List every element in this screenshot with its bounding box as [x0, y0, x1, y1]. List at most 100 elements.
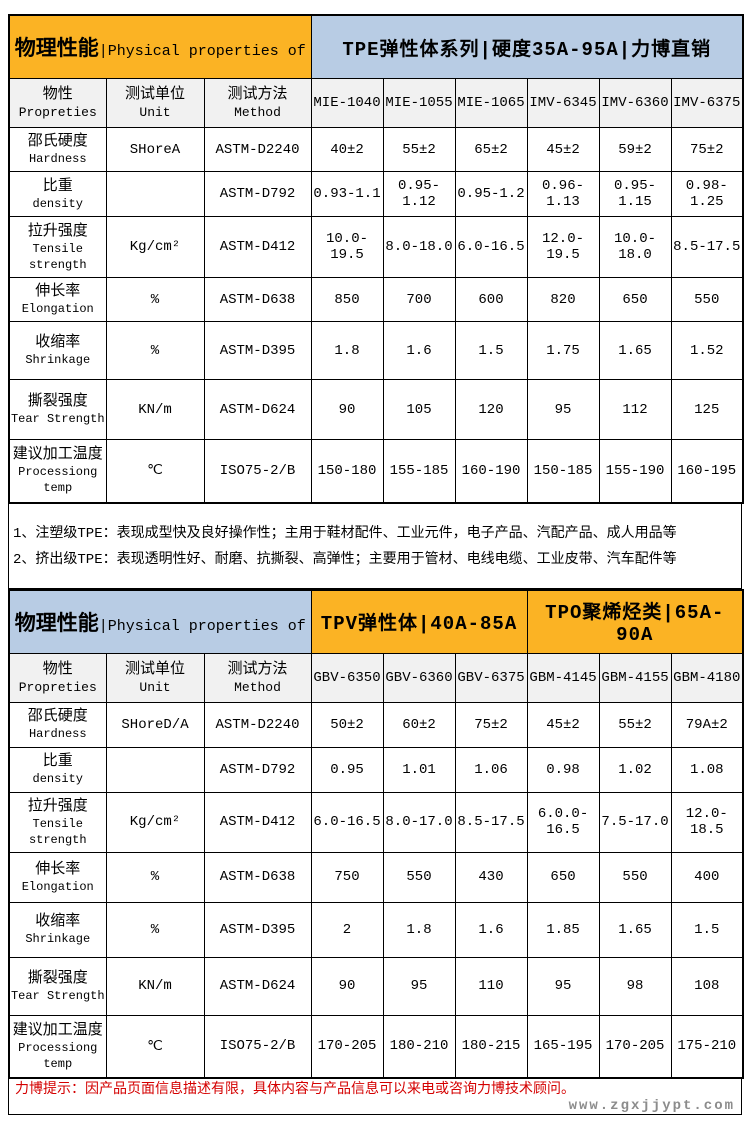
method-cell: ASTM-D395	[203, 321, 312, 380]
property-label: 伸长率 Elongation	[8, 277, 107, 322]
value-cell: 160-190	[454, 439, 528, 503]
method-cell: ASTM-D2240	[203, 701, 312, 748]
value-cell: 59±2	[598, 127, 672, 172]
method-cell: ASTM-D624	[203, 956, 312, 1016]
product-column-header: IMV-6345	[526, 78, 600, 128]
value-cell: 550	[670, 277, 744, 322]
value-cell: 45±2	[526, 127, 600, 172]
table2-title: 物理性能|Physical properties of	[8, 589, 312, 654]
value-cell: 0.98	[526, 746, 600, 793]
table2-tpv-title: TPV弹性体|40A-85A	[310, 589, 528, 654]
property-label: 邵氏硬度 Hardness	[8, 127, 107, 172]
value-cell: 160-195	[670, 439, 744, 503]
value-cell: 150-180	[310, 439, 384, 503]
method-cell: ASTM-D638	[203, 851, 312, 903]
value-cell: 165-195	[526, 1014, 600, 1079]
unit-cell: ℃	[105, 439, 205, 503]
value-cell: 50±2	[310, 701, 384, 748]
value-cell: 155-185	[382, 439, 456, 503]
unit-cell: KN/m	[105, 956, 205, 1016]
unit-cell: ℃	[105, 1014, 205, 1079]
col-header-unit: 测试单位 Unit	[105, 78, 205, 128]
value-cell: 1.5	[670, 901, 744, 958]
value-cell: 430	[454, 851, 528, 903]
value-cell: 1.65	[598, 901, 672, 958]
product-column-header: MIE-1055	[382, 78, 456, 128]
note-line-injection: 1、注塑级TPE：表现成型快及良好操作性；主用于鞋材配件、工业元件，电子产品、汽…	[13, 525, 677, 542]
product-column-header: IMV-6360	[598, 78, 672, 128]
value-cell: 7.5-17.0	[598, 791, 672, 853]
value-cell: 550	[382, 851, 456, 903]
method-cell: ASTM-D624	[203, 379, 312, 440]
tpe-properties-table: 物理性能|Physical properties of TPE弹性体系列|硬度3…	[8, 14, 745, 504]
title-en: |Physical properties of	[98, 617, 306, 635]
tpv-tpo-properties-table: 物理性能|Physical properties of TPV弹性体|40A-8…	[8, 588, 745, 1079]
value-cell: 10.0-18.0	[598, 216, 672, 278]
product-column-header: GBV-6360	[382, 652, 456, 703]
value-cell: 1.6	[382, 321, 456, 380]
product-column-header: MIE-1040	[310, 78, 384, 128]
unit-cell: SHoreD/A	[105, 701, 205, 748]
value-cell: 0.93-1.1	[310, 171, 384, 217]
property-label: 拉升强度 Tensile strength	[8, 216, 107, 278]
value-cell: 0.96-1.13	[526, 171, 600, 217]
value-cell: 65±2	[454, 127, 528, 172]
value-cell: 75±2	[454, 701, 528, 748]
value-cell: 55±2	[598, 701, 672, 748]
value-cell: 2	[310, 901, 384, 958]
value-cell: 150-185	[526, 439, 600, 503]
value-cell: 110	[454, 956, 528, 1016]
table1-title: 物理性能|Physical properties of	[8, 14, 312, 79]
value-cell: 79A±2	[670, 701, 744, 748]
value-cell: 12.0-18.5	[670, 791, 744, 853]
value-cell: 0.95-1.12	[382, 171, 456, 217]
value-cell: 1.8	[310, 321, 384, 380]
value-cell: 1.75	[526, 321, 600, 380]
table-row-processing-temp: 建议加工温度 Processiong temp ℃ ISO75-2/B 170-2…	[8, 1014, 744, 1079]
product-column-header: MIE-1065	[454, 78, 528, 128]
table2-column-header-row: 物性 Propreties 测试单位 Unit 测试方法 Method GBV-635…	[8, 652, 744, 703]
value-cell: 60±2	[382, 701, 456, 748]
value-cell: 0.95	[310, 746, 384, 793]
property-label: 比重 density	[8, 171, 107, 217]
property-label: 建议加工温度 Processiong temp	[8, 439, 107, 503]
method-cell: ISO75-2/B	[203, 439, 312, 503]
value-cell: 650	[526, 851, 600, 903]
table-row-hardness: 邵氏硬度 Hardness SHoreD/A ASTM-D2240 50±2 60…	[8, 701, 744, 748]
product-column-header: IMV-6375	[670, 78, 744, 128]
value-cell: 180-210	[382, 1014, 456, 1079]
method-cell: ISO75-2/B	[203, 1014, 312, 1079]
value-cell: 90	[310, 379, 384, 440]
table-row-tensile: 拉升强度 Tensile strength Kg/cm² ASTM-D412 6.…	[8, 791, 744, 853]
value-cell: 10.0-19.5	[310, 216, 384, 278]
property-label: 撕裂强度 Tear Strength	[8, 956, 107, 1016]
col-header-unit: 测试单位 Unit	[105, 652, 205, 703]
table-row-density: 比重 density ASTM-D792 0.93-1.1 0.95-1.12 0…	[8, 171, 744, 217]
value-cell: 95	[526, 379, 600, 440]
table-row-shrinkage: 收缩率 Shrinkage % ASTM-D395 1.8 1.6 1.5 1.7…	[8, 321, 744, 380]
property-label: 拉升强度 Tensile strength	[8, 791, 107, 853]
table-row-processing-temp: 建议加工温度 Processiong temp ℃ ISO75-2/B 150-1…	[8, 439, 744, 503]
title-en: |Physical properties of	[98, 43, 306, 60]
vendor-tip-text: 力博提示：因产品页面信息描述有限，具体内容与产品信息可以来电或咨询力博技术顾问。	[15, 1082, 575, 1098]
value-cell: 120	[454, 379, 528, 440]
value-cell: 175-210	[670, 1014, 744, 1079]
product-column-header: GBM-4145	[526, 652, 600, 703]
value-cell: 108	[670, 956, 744, 1016]
property-label: 收缩率 Shrinkage	[8, 901, 107, 958]
spec-sheet-tpv-tpo: 物理性能|Physical properties of TPV弹性体|40A-8…	[8, 588, 745, 1115]
value-cell: 600	[454, 277, 528, 322]
value-cell: 650	[598, 277, 672, 322]
value-cell: 850	[310, 277, 384, 322]
unit-cell: %	[105, 851, 205, 903]
note-line-extrusion: 2、挤出级TPE：表现透明性好、耐磨、抗撕裂、高弹性；主要用于管材、电线电缆、工…	[13, 551, 677, 568]
value-cell: 95	[526, 956, 600, 1016]
table2-tpo-title: TPO聚烯烃类|65A-90A	[526, 589, 744, 654]
method-cell: ASTM-D792	[203, 746, 312, 793]
value-cell: 125	[670, 379, 744, 440]
value-cell: 1.52	[670, 321, 744, 380]
value-cell: 1.02	[598, 746, 672, 793]
method-cell: ASTM-D395	[203, 901, 312, 958]
value-cell: 55±2	[382, 127, 456, 172]
method-cell: ASTM-D412	[203, 791, 312, 853]
